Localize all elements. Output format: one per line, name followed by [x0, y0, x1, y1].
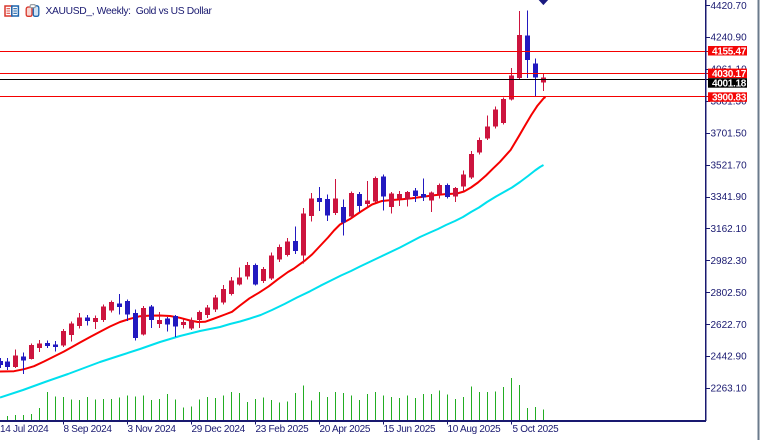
svg-text:5 Oct 2025: 5 Oct 2025: [513, 424, 560, 435]
svg-text:20 Apr 2025: 20 Apr 2025: [320, 424, 371, 435]
svg-text:23 Feb 2025: 23 Feb 2025: [256, 424, 310, 435]
svg-text:2263.10: 2263.10: [711, 384, 748, 395]
svg-text:3701.50: 3701.50: [711, 128, 748, 139]
svg-text:3521.70: 3521.70: [711, 160, 748, 171]
svg-text:2802.50: 2802.50: [711, 288, 748, 299]
svg-text:10 Aug 2025: 10 Aug 2025: [448, 424, 502, 435]
svg-text:4030.17: 4030.17: [712, 69, 747, 80]
svg-text:2442.90: 2442.90: [711, 352, 748, 363]
svg-text:4155.47: 4155.47: [712, 46, 747, 57]
svg-text:3881.30: 3881.30: [711, 97, 748, 108]
svg-text:14 Jul 2024: 14 Jul 2024: [0, 424, 49, 435]
svg-text:3341.90: 3341.90: [711, 192, 748, 203]
svg-text:2622.70: 2622.70: [711, 320, 748, 331]
svg-text:4420.70: 4420.70: [711, 1, 748, 12]
svg-text:3162.10: 3162.10: [711, 224, 748, 235]
svg-text:29 Dec 2024: 29 Dec 2024: [192, 424, 246, 435]
svg-text:8 Sep 2024: 8 Sep 2024: [64, 424, 113, 435]
svg-text:4240.90: 4240.90: [711, 33, 748, 44]
svg-text:2982.30: 2982.30: [711, 256, 748, 267]
svg-text:3900.83: 3900.83: [712, 93, 747, 104]
svg-text:3 Nov 2024: 3 Nov 2024: [128, 424, 177, 435]
svg-text:XAUUSD_, Weekly: Gold vs US D: XAUUSD_, Weekly: Gold vs US Dollar: [46, 6, 213, 17]
svg-text:4001.18: 4001.18: [712, 79, 747, 90]
svg-text:15 Jun 2025: 15 Jun 2025: [384, 424, 436, 435]
